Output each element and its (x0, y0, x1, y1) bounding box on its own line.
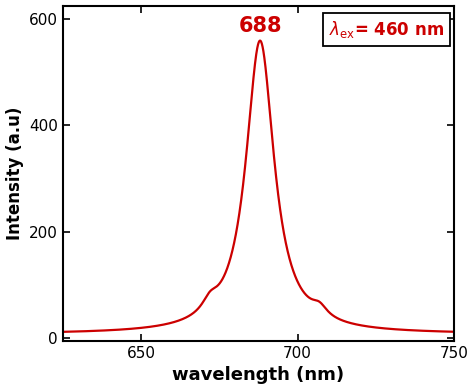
Text: 688: 688 (238, 16, 282, 36)
Text: $\lambda_{\mathrm{ex}}$= 460 nm: $\lambda_{\mathrm{ex}}$= 460 nm (329, 19, 444, 40)
X-axis label: wavelength (nm): wavelength (nm) (173, 367, 345, 385)
Y-axis label: Intensity (a.u): Intensity (a.u) (6, 106, 24, 240)
